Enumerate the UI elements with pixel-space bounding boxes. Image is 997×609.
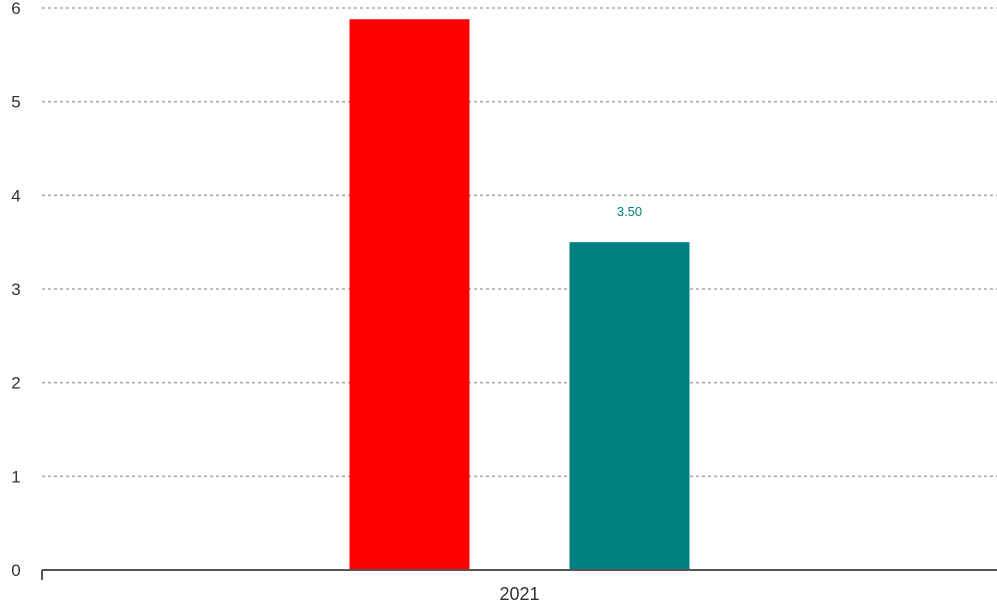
y-tick-label: 6 — [11, 0, 20, 18]
y-tick-label: 0 — [11, 561, 20, 580]
y-axis-ticks: 0 1 2 3 4 5 6 — [11, 0, 20, 580]
grid-lines — [42, 7, 997, 478]
x-category-label: 2021 — [499, 584, 539, 604]
x-axis-ticks: 2021 — [499, 584, 539, 604]
y-tick-label: 2 — [11, 374, 20, 393]
y-tick-label: 1 — [11, 467, 20, 486]
y-tick-label: 3 — [11, 280, 20, 299]
y-tick-label: 4 — [11, 186, 20, 205]
data-label: 3.50 — [617, 204, 642, 219]
data-labels: 3.50 — [617, 204, 642, 219]
bar-2021-series-1[interactable] — [349, 19, 470, 571]
bar-2021-series-2[interactable] — [569, 242, 690, 570]
bars — [349, 19, 690, 571]
y-tick-label: 5 — [11, 93, 20, 112]
